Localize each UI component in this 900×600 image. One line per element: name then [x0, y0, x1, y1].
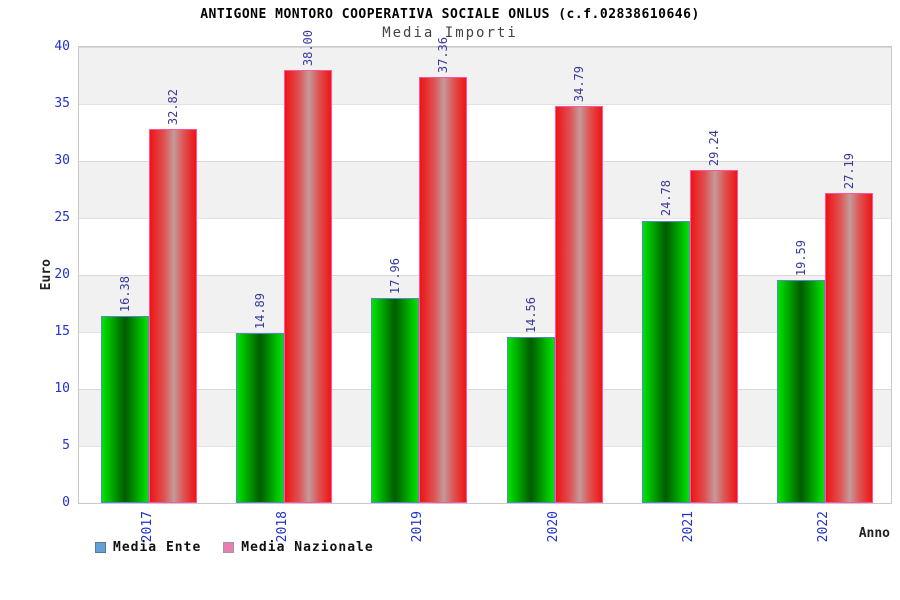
legend-label-media-ente: Media Ente — [113, 540, 202, 555]
bar-media-nazionale — [689, 169, 738, 503]
bar-media-ente — [506, 337, 555, 503]
value-label-media-ente: 14.89 — [253, 293, 268, 330]
y-axis-tick-label: 0 — [62, 495, 70, 510]
y-axis-tick-label: 30 — [54, 153, 70, 168]
y-axis-tick-label: 10 — [54, 381, 70, 396]
bar-media-ente — [641, 220, 690, 503]
value-label-media-nazionale: 34.79 — [571, 66, 586, 103]
y-axis-tick-label: 25 — [54, 210, 70, 225]
bar-media-ente — [371, 298, 420, 503]
value-label-media-ente: 14.56 — [523, 296, 538, 334]
legend-item-media-nazionale: Media Nazionale — [223, 540, 373, 555]
x-axis-tick-label: 2017 — [140, 511, 155, 543]
x-axis-tick-label: 2021 — [680, 511, 696, 543]
x-axis-title: Anno — [858, 526, 890, 541]
y-axis-tick-label: 15 — [54, 324, 70, 339]
value-label-media-nazionale: 29.24 — [706, 129, 721, 166]
plot-area: 16.38 32.82 14.89 38.00 17.96 37.36 14.56 34.79… — [78, 30, 892, 504]
x-axis-tick-label: 2020 — [545, 511, 561, 543]
legend-swatch-media-nazionale-icon — [223, 542, 235, 553]
value-label-media-ente: 16.38 — [118, 276, 132, 313]
value-label-media-nazionale: 32.82 — [166, 88, 180, 125]
bar-media-nazionale — [554, 106, 603, 503]
x-axis-tick-label: 2019 — [410, 511, 426, 543]
legend: Media Ente Media Nazionale — [95, 540, 374, 555]
value-label-media-nazionale: 27.19 — [842, 152, 856, 190]
bar-media-nazionale — [149, 128, 197, 503]
bar-media-ente — [101, 316, 149, 503]
bar-media-ente — [236, 333, 285, 503]
y-axis-tick-label: 40 — [54, 39, 70, 54]
x-axis-tick-label: 2022 — [816, 511, 831, 543]
bar-media-nazionale — [284, 69, 333, 503]
legend-swatch-media-ente-icon — [95, 542, 106, 553]
y-axis-tick-label: 20 — [54, 267, 70, 282]
x-axis-tick-label: 2018 — [275, 511, 291, 543]
legend-item-media-ente: Media Ente — [95, 540, 201, 555]
chart-title: ANTIGONE MONTORO COOPERATIVA SOCIALE ONL… — [200, 7, 700, 22]
value-label-media-nazionale: 37.36 — [436, 36, 451, 74]
value-label-media-nazionale: 38.00 — [301, 29, 316, 66]
y-axis-tick-label: 35 — [54, 96, 70, 111]
bar-media-nazionale — [419, 77, 468, 503]
chart-subtitle: Media Importi — [382, 25, 518, 41]
legend-label-media-nazionale: Media Nazionale — [241, 540, 374, 555]
bar-media-nazionale — [825, 193, 873, 503]
value-label-media-ente: 19.59 — [794, 239, 808, 276]
y-axis-tick-label: 5 — [62, 438, 70, 453]
value-label-media-ente: 24.78 — [658, 180, 673, 217]
value-label-media-ente: 17.96 — [388, 258, 403, 295]
bar-media-ente — [777, 279, 825, 503]
